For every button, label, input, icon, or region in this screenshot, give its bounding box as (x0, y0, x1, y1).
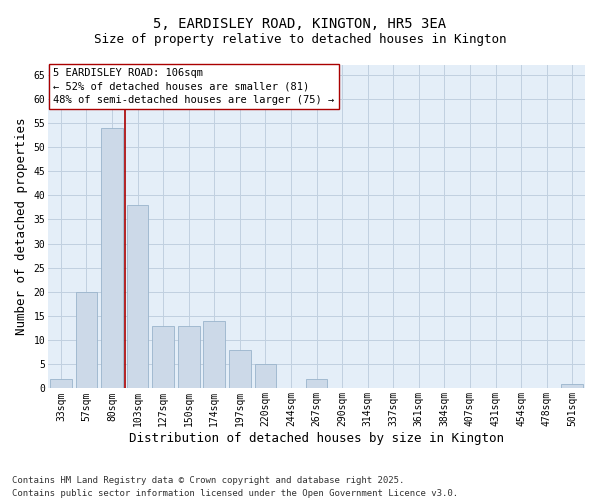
Bar (229, 350, 251, 389)
Y-axis label: Number of detached properties: Number of detached properties (15, 118, 28, 336)
Bar (305, 379, 328, 388)
Bar (254, 364, 276, 388)
Bar (50, 379, 72, 388)
Bar (101, 128, 123, 388)
Text: Contains HM Land Registry data © Crown copyright and database right 2025.
Contai: Contains HM Land Registry data © Crown c… (12, 476, 458, 498)
Text: 5, EARDISLEY ROAD, KINGTON, HR5 3EA: 5, EARDISLEY ROAD, KINGTON, HR5 3EA (154, 18, 446, 32)
Bar (127, 205, 148, 388)
Text: 5 EARDISLEY ROAD: 106sqm
← 52% of detached houses are smaller (81)
48% of semi-d: 5 EARDISLEY ROAD: 106sqm ← 52% of detach… (53, 68, 335, 104)
Bar (203, 321, 225, 388)
Bar (178, 326, 200, 388)
Text: Size of property relative to detached houses in Kington: Size of property relative to detached ho… (94, 32, 506, 46)
Bar (152, 326, 174, 388)
Bar (562, 384, 583, 388)
Bar (76, 292, 97, 388)
X-axis label: Distribution of detached houses by size in Kington: Distribution of detached houses by size … (129, 432, 504, 445)
